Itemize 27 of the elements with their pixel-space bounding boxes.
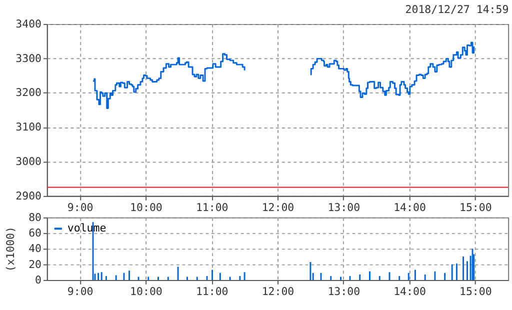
x-tick-label: 15:00: [459, 201, 492, 214]
x-tick-label: 15:00: [459, 285, 492, 298]
y-tick-label: 80: [28, 210, 42, 224]
x-tick-label: 11:00: [196, 285, 228, 298]
x-tick-label: 12:00: [262, 285, 294, 298]
x-tick-label: 12:00: [262, 201, 294, 214]
chart-subtitle: 2018/12/27 14:59: [405, 3, 509, 16]
y-tick-label: 3100: [16, 120, 42, 134]
y-tick-label: 20: [28, 258, 42, 271]
y-tick-label: 3400: [16, 17, 42, 30]
x-tick-label: 10:00: [130, 285, 162, 298]
y-tick-label: 3300: [16, 52, 42, 65]
x-tick-label: 14:00: [394, 201, 426, 214]
y-tick-label: 60: [28, 226, 42, 240]
y-tick-label: 3000: [16, 154, 42, 168]
x-tick-label: 14:00: [394, 285, 426, 298]
y-tick-label: 40: [28, 242, 42, 256]
y-axis-title: (x1000): [4, 226, 18, 272]
y-tick-label: 0: [35, 273, 42, 286]
x-tick-label: 9:00: [67, 201, 94, 214]
x-tick-label: 9:00: [67, 285, 94, 298]
y-tick-label: 3200: [16, 86, 42, 100]
x-tick-label: 13:00: [328, 201, 360, 214]
x-tick-label: 11:00: [196, 201, 228, 214]
y-tick-label: 2900: [16, 189, 42, 202]
x-tick-label: 10:00: [130, 201, 162, 214]
x-tick-label: 13:00: [328, 285, 360, 298]
